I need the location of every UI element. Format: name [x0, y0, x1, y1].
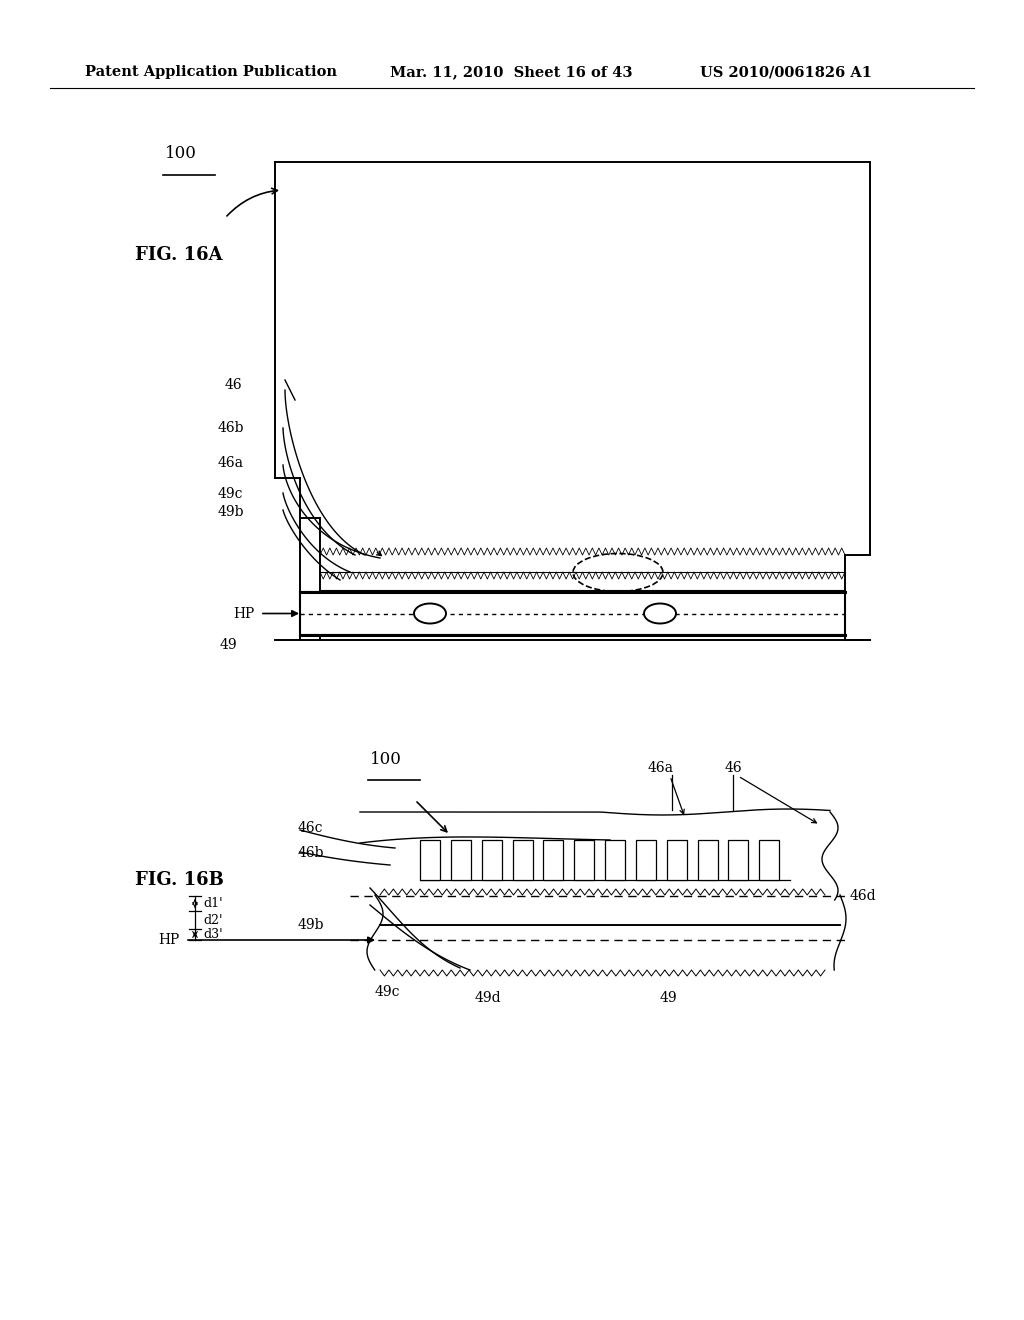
Text: 46b: 46b — [298, 846, 325, 861]
Bar — [759, 840, 779, 880]
Ellipse shape — [414, 603, 446, 623]
Bar — [605, 840, 625, 880]
Text: Patent Application Publication: Patent Application Publication — [85, 65, 337, 79]
Text: 100: 100 — [370, 751, 401, 768]
Bar — [300, 591, 845, 635]
Bar — [512, 840, 532, 880]
Text: 49d: 49d — [475, 991, 502, 1005]
Text: 46d: 46d — [850, 888, 877, 903]
Text: 46: 46 — [725, 762, 742, 775]
Text: d3': d3' — [203, 928, 222, 941]
Bar — [667, 840, 687, 880]
Text: 49: 49 — [220, 638, 238, 652]
Text: FIG. 16A: FIG. 16A — [135, 246, 222, 264]
Text: US 2010/0061826 A1: US 2010/0061826 A1 — [700, 65, 872, 79]
Text: 49c: 49c — [218, 487, 244, 502]
Text: 49b: 49b — [218, 506, 245, 519]
Text: d1': d1' — [203, 898, 222, 909]
Bar — [636, 840, 656, 880]
Text: 46a: 46a — [648, 762, 674, 775]
Text: Mar. 11, 2010  Sheet 16 of 43: Mar. 11, 2010 Sheet 16 of 43 — [390, 65, 633, 79]
Text: 49: 49 — [660, 991, 678, 1005]
Bar — [451, 840, 471, 880]
Text: d2': d2' — [203, 913, 222, 927]
Bar — [728, 840, 749, 880]
Text: 46a: 46a — [218, 455, 244, 470]
Text: 49b: 49b — [298, 917, 325, 932]
Text: 46: 46 — [225, 378, 243, 392]
Text: HP: HP — [159, 933, 180, 946]
Text: 46b: 46b — [218, 421, 245, 436]
Text: FIG. 16B: FIG. 16B — [135, 871, 224, 888]
Text: HP: HP — [233, 606, 255, 620]
Text: 46c: 46c — [298, 821, 324, 836]
Bar — [697, 840, 718, 880]
Bar — [420, 840, 440, 880]
Bar — [481, 840, 502, 880]
Text: 100: 100 — [165, 145, 197, 162]
Bar — [574, 840, 594, 880]
Ellipse shape — [644, 603, 676, 623]
Bar — [544, 840, 563, 880]
Text: 49c: 49c — [375, 985, 400, 999]
